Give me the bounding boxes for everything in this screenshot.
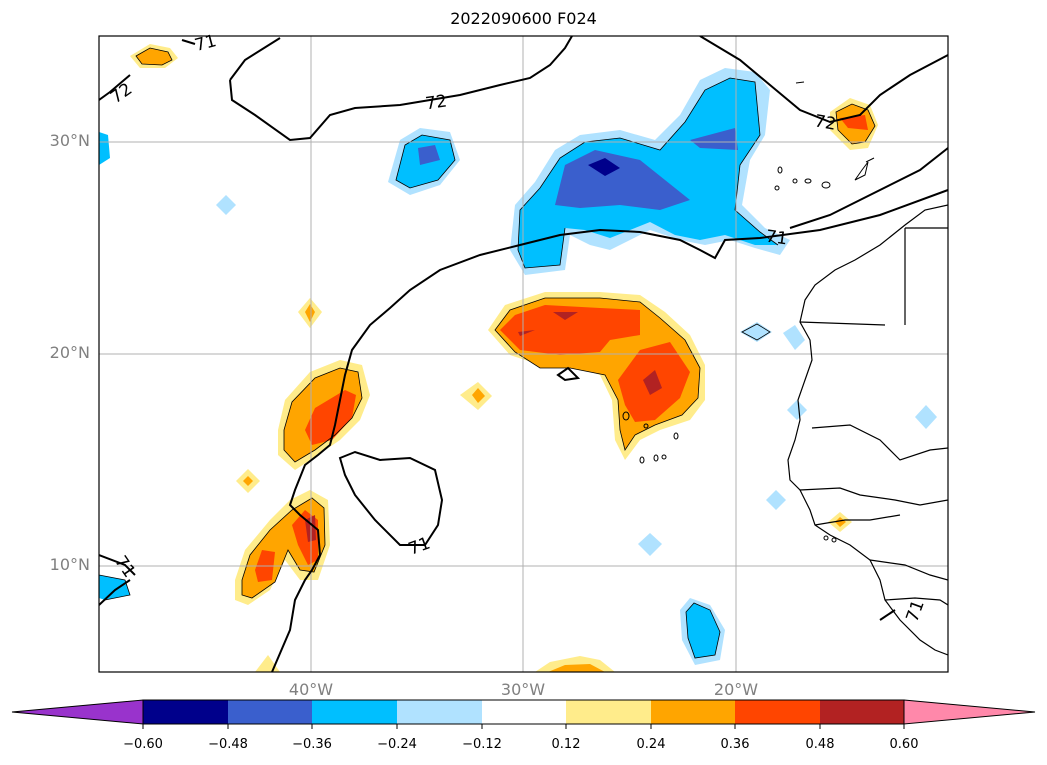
warm-region-central-inner [500,305,640,355]
contour-71-loop [338,450,444,546]
warm-region-central-core-2 [518,330,535,336]
negative-anomaly-shading [99,68,937,665]
contour-label: 71 [903,597,929,624]
contour-72-east-2 [789,147,948,229]
blue-diamond-4 [766,490,786,510]
colorbar-swatch [228,700,312,724]
colorbar-tick-label: −0.60 [123,737,163,752]
warm-diamond-2-inner [472,388,485,403]
blue-region-south-mid [686,603,720,658]
lat-tick-label: 30°N [49,131,90,150]
colorbar-frame [142,699,905,725]
map-gridlines [99,36,948,672]
colorbar [11,699,1036,729]
contour-label: 71 [110,552,139,581]
contour-label: 71 [764,227,788,250]
contour-71-main [271,189,948,672]
contour-small-loop [556,366,581,382]
colorbar-swatch [397,700,482,724]
contour-labels: 71 72 72 72 71 71 71 71 [107,31,929,625]
contour-72-nw [99,74,131,101]
colorbar-extend-high [903,699,1036,725]
colorbar-extend-low [11,699,144,725]
map-frame [98,35,949,673]
warm-region-central-core-3 [643,370,662,395]
colorbar-tick-label: −0.48 [208,737,248,752]
lon-tick-label: 30°W [500,680,546,699]
colorbar-tick-label: −0.36 [292,737,332,752]
contour-label: 72 [107,79,136,108]
colorbar-swatch [735,700,820,724]
warm-diamond-1-inner [305,304,315,322]
contour-72-east [699,36,948,124]
blue-region-north-inner-2 [690,128,738,150]
warm-region-south-edge-mid [548,664,605,672]
colorbar-swatch [651,700,735,724]
thick-contours [99,36,948,672]
colorbar-tick-label: −0.24 [377,737,417,752]
warm-region-west-inner [305,390,356,445]
colorbar-tick-label: 0.24 [636,737,666,752]
lat-tick-label: 20°N [49,343,90,362]
contour-71-sw-2 [99,579,131,606]
warm-diamond-4-inner [835,517,846,527]
blue-diamond-6 [915,405,937,429]
contour-71-se [879,609,896,621]
colorbar-tick-label: 0.12 [551,737,581,752]
lon-tick-label: 40°W [288,680,334,699]
contour-71-nw [181,39,196,45]
colorbar-tick-label: 0.60 [889,737,919,752]
warm-region-northwest-mid [136,48,172,65]
contour-label: 71 [193,31,219,56]
contour-72-north-2 [229,36,573,142]
lon-tick-label: 20°W [713,680,759,699]
blue-diamond-3 [787,400,807,420]
lat-tick-label: 10°N [49,555,90,574]
colorbar-swatch [566,700,651,724]
map-plot-area [99,36,948,672]
positive-anomaly-shading [130,44,878,672]
blue-diamond-5 [638,533,662,556]
blue-region-west-inner [418,145,440,165]
colorbar-swatch [820,700,904,724]
blue-diamond-7 [783,325,805,350]
colorbar-swatch [143,700,228,724]
colorbar-tick-label: −0.12 [462,737,502,752]
colorbar-swatch [312,700,397,724]
colorbar-swatch [482,700,566,724]
blue-region-north-core [588,158,620,176]
colorbar-tick-label: 0.48 [805,737,835,752]
colorbar-tick-label: 0.36 [720,737,750,752]
blue-diamond-2 [740,322,772,342]
blue-diamond-1 [216,195,236,215]
contour-label: 72 [424,91,448,114]
islands [622,81,875,543]
contour-72-north [229,37,281,81]
contour-label: 72 [813,111,838,134]
contour-71-sw [99,554,136,576]
coastlines [787,204,948,656]
map-title: 2022090600 F024 [450,9,597,28]
warm-region-central-core-1 [553,312,578,320]
blue-region-far-west-2 [99,575,130,600]
warm-diamond-3-inner [243,476,253,486]
shading-outlines [99,47,876,659]
blue-region-far-west [99,132,110,165]
